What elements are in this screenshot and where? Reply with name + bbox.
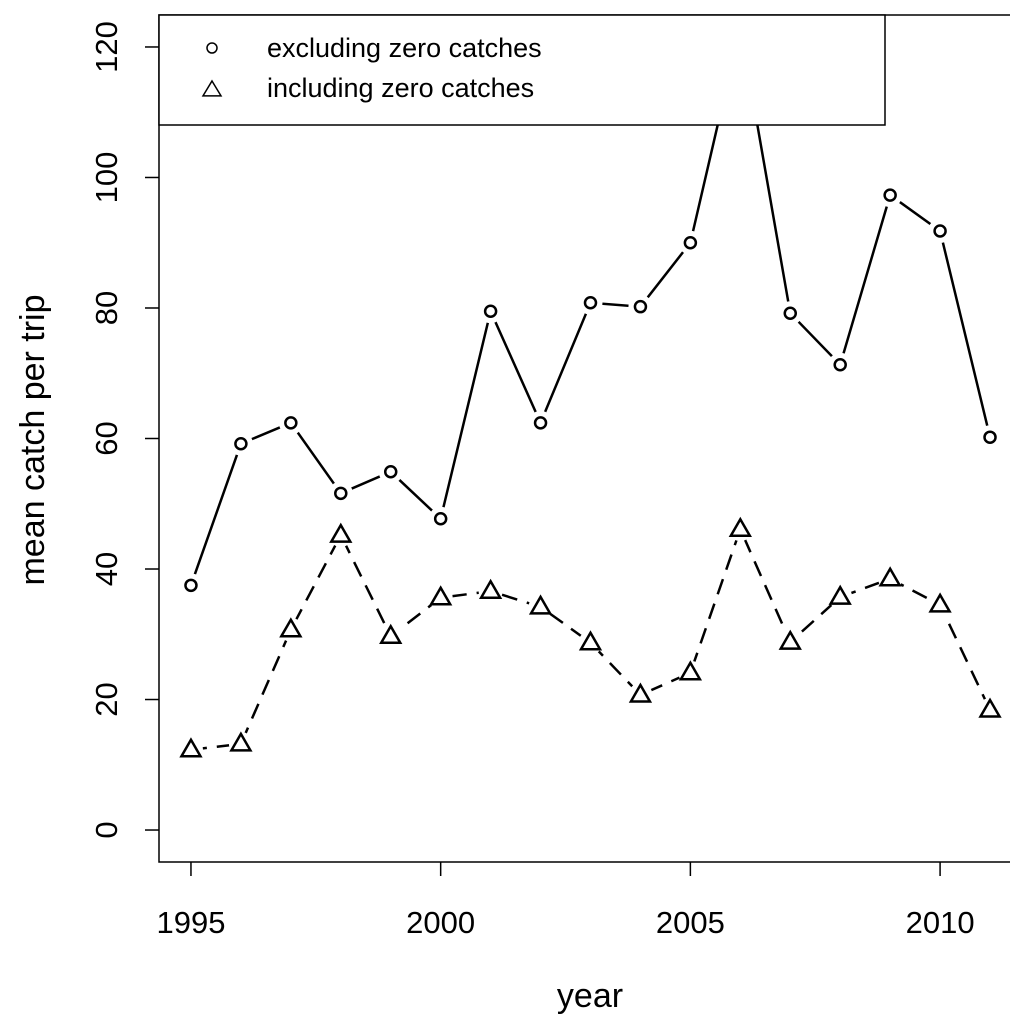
legend: excluding zero catches including zero cat… bbox=[158, 14, 886, 126]
data-point bbox=[383, 465, 398, 479]
point-gap bbox=[528, 410, 553, 435]
data-point bbox=[783, 306, 798, 320]
data-point bbox=[983, 430, 997, 444]
point-gap bbox=[628, 294, 653, 319]
data-point bbox=[628, 682, 653, 703]
data-point bbox=[379, 623, 403, 644]
data-point bbox=[828, 584, 852, 605]
point-gap bbox=[278, 410, 303, 435]
data-point bbox=[678, 660, 703, 681]
data-point bbox=[533, 416, 548, 430]
data-point bbox=[279, 617, 303, 638]
point-gap bbox=[778, 301, 803, 326]
data-point bbox=[234, 436, 248, 451]
plot-area bbox=[178, 15, 1003, 762]
data-point bbox=[583, 296, 598, 310]
data-point bbox=[683, 235, 698, 250]
x-tick-label: 1995 bbox=[156, 905, 225, 940]
data-point bbox=[778, 629, 802, 650]
data-point bbox=[334, 486, 348, 501]
data-point bbox=[883, 188, 897, 202]
data-point bbox=[229, 731, 253, 752]
legend-marker bbox=[201, 79, 223, 97]
data-point bbox=[728, 516, 752, 537]
data-point bbox=[429, 585, 453, 606]
point-gap bbox=[428, 506, 453, 531]
data-point bbox=[978, 697, 1002, 718]
x-tick-label: 2000 bbox=[406, 905, 475, 940]
y-tick-label: 60 bbox=[89, 421, 124, 455]
y-axis-title: mean catch per trip bbox=[14, 294, 52, 585]
data-point bbox=[483, 304, 498, 319]
data-point bbox=[179, 737, 203, 758]
data-point bbox=[878, 566, 902, 587]
point-gap bbox=[878, 183, 903, 208]
y-tick-label: 40 bbox=[89, 552, 124, 586]
legend-item: excluding zero catches bbox=[206, 33, 542, 63]
y-tick-label: 80 bbox=[89, 291, 124, 325]
legend-box bbox=[158, 14, 886, 126]
y-tick-label: 120 bbox=[89, 21, 124, 73]
data-point bbox=[528, 594, 553, 615]
point-gap bbox=[328, 481, 353, 506]
data-point bbox=[928, 592, 952, 613]
point-gap bbox=[178, 573, 203, 598]
data-point bbox=[833, 358, 847, 372]
data-point bbox=[184, 578, 198, 593]
data-point bbox=[933, 224, 947, 238]
point-gap bbox=[928, 218, 953, 243]
legend-label: excluding zero catches bbox=[267, 33, 542, 63]
point-gap bbox=[978, 425, 1003, 450]
data-point bbox=[633, 299, 648, 314]
data-point bbox=[433, 512, 448, 526]
point-gap bbox=[228, 431, 253, 456]
legend-marker bbox=[206, 42, 218, 54]
point-gap bbox=[828, 352, 853, 377]
legend-item: including zero catches bbox=[201, 73, 534, 103]
y-tick-label: 0 bbox=[89, 821, 124, 838]
y-tick-label: 100 bbox=[89, 152, 124, 204]
x-tick-label: 2005 bbox=[656, 905, 725, 940]
y-tick-label: 20 bbox=[89, 682, 124, 716]
x-tick-label: 2010 bbox=[906, 905, 975, 940]
data-point bbox=[478, 578, 503, 599]
plot-frame bbox=[158, 14, 1010, 863]
point-gap bbox=[378, 459, 403, 484]
data-point bbox=[284, 416, 298, 430]
data-point bbox=[578, 630, 603, 651]
legend-label: including zero catches bbox=[267, 73, 534, 103]
x-axis-title: year bbox=[557, 977, 623, 1015]
point-gap bbox=[478, 299, 503, 324]
data-point bbox=[329, 522, 353, 543]
series-line bbox=[190, 525, 992, 752]
point-gap bbox=[678, 230, 703, 255]
point-gap bbox=[578, 290, 603, 315]
